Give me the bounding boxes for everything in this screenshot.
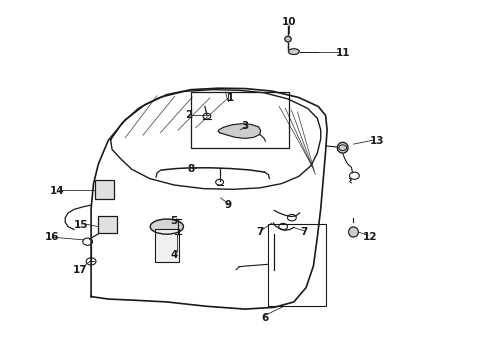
- Text: 7: 7: [300, 227, 307, 237]
- Text: 12: 12: [362, 232, 377, 242]
- Text: 13: 13: [369, 136, 384, 145]
- Text: 9: 9: [224, 200, 231, 210]
- Text: 2: 2: [185, 111, 193, 121]
- Bar: [95, 180, 114, 199]
- Text: 11: 11: [336, 48, 350, 58]
- Text: 3: 3: [242, 121, 248, 131]
- Bar: [269, 224, 326, 306]
- Ellipse shape: [289, 49, 299, 54]
- Bar: [155, 229, 178, 262]
- Polygon shape: [218, 124, 261, 138]
- Bar: [191, 92, 289, 148]
- Ellipse shape: [150, 219, 183, 234]
- Text: 5: 5: [171, 216, 178, 226]
- Ellipse shape: [337, 142, 348, 153]
- Text: 15: 15: [74, 220, 89, 230]
- Text: 17: 17: [73, 265, 88, 275]
- Text: 16: 16: [45, 232, 59, 242]
- Text: 14: 14: [49, 186, 64, 196]
- Ellipse shape: [285, 36, 291, 42]
- Text: 8: 8: [188, 164, 195, 174]
- Text: 10: 10: [282, 17, 296, 27]
- Text: 1: 1: [227, 93, 234, 103]
- Ellipse shape: [348, 227, 358, 237]
- Text: 6: 6: [261, 313, 268, 323]
- Bar: [98, 216, 117, 233]
- Text: 7: 7: [256, 227, 263, 237]
- Text: 4: 4: [171, 250, 178, 260]
